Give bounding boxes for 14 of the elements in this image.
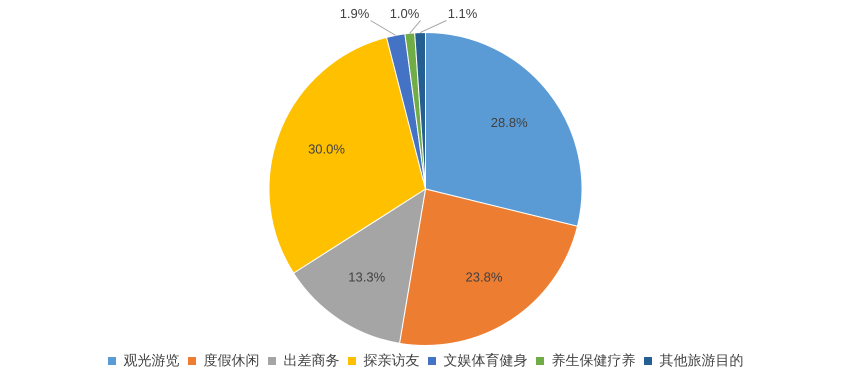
data-label: 28.8% <box>490 114 528 130</box>
legend-label: 养生保健疗养 <box>552 352 636 368</box>
data-label: 13.3% <box>348 269 386 284</box>
data-label: 1.1% <box>448 6 478 22</box>
legend-label: 度假休闲 <box>204 352 260 368</box>
legend-label: 探亲访友 <box>364 352 420 368</box>
data-label: 23.8% <box>466 269 503 284</box>
legend-label: 文娱体育健身 <box>444 352 528 368</box>
data-label: 1.0% <box>390 6 420 22</box>
data-label: 30.0% <box>308 142 346 157</box>
data-label: 1.9% <box>340 6 370 22</box>
legend-label: 其他旅游目的 <box>660 352 744 368</box>
legend-label: 出差商务 <box>284 352 340 368</box>
legend-label: 观光游览 <box>124 352 180 368</box>
